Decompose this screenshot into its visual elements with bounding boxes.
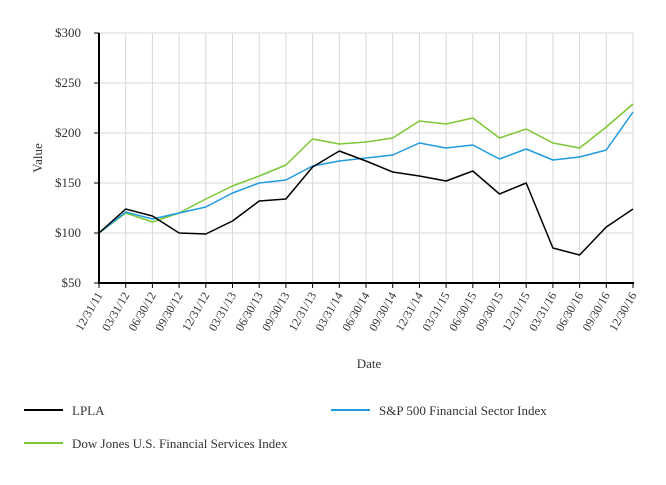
y-axis-label: Value bbox=[30, 143, 45, 173]
x-axis-label: Date bbox=[357, 356, 382, 371]
legend-label: LPLA bbox=[72, 403, 105, 418]
y-tick-label: $50 bbox=[62, 275, 82, 290]
y-tick-label: $100 bbox=[55, 225, 81, 240]
grid bbox=[99, 32, 634, 284]
y-tick-label: $250 bbox=[55, 75, 81, 90]
legend-label: Dow Jones U.S. Financial Services Index bbox=[72, 436, 288, 451]
series-lines bbox=[98, 103, 634, 256]
y-axis-ticks: $50 $100 $150 $200 $250 $300 bbox=[55, 25, 99, 290]
y-tick-label: $150 bbox=[55, 175, 81, 190]
y-tick-label: $200 bbox=[55, 125, 81, 140]
series-line bbox=[98, 150, 634, 256]
series-line bbox=[98, 111, 634, 234]
legend-label: S&P 500 Financial Sector Index bbox=[379, 403, 547, 418]
legend: LPLA S&P 500 Financial Sector Index Dow Jo… bbox=[24, 403, 547, 451]
y-tick-label: $300 bbox=[55, 25, 81, 40]
x-axis-ticks: 12/31/1103/31/1206/30/1209/30/1212/31/12… bbox=[72, 283, 640, 333]
series-line bbox=[98, 103, 634, 234]
